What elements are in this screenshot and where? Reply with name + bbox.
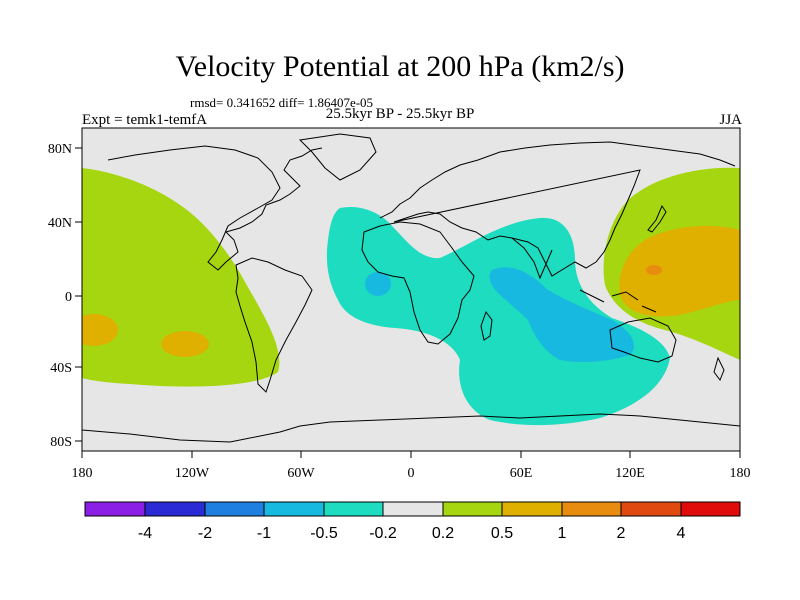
coast-new-zealand (713, 356, 725, 382)
colorbar-label: 2 (617, 525, 626, 542)
coast-australia (609, 317, 677, 363)
experiment-label: Expt = temk1-temfA (82, 112, 208, 128)
colorbar-label: -1 (257, 525, 271, 542)
contour-west-pacific-peak (646, 265, 662, 275)
coast-europe-asia (379, 141, 736, 277)
coast-africa (361, 221, 475, 345)
x-tick-label: 60E (510, 466, 533, 481)
colorbar-label: 0.2 (432, 525, 454, 542)
axis-ticks (75, 147, 741, 458)
coast-madagascar (480, 310, 493, 341)
x-tick-label: 60W (287, 466, 315, 481)
coast-india (511, 237, 553, 280)
contour-east-pacific-positive (82, 168, 280, 387)
y-tick-label: 40S (50, 361, 72, 376)
colorbar-box (382, 501, 444, 517)
colorbar-box (442, 501, 503, 517)
y-tick-label: 40N (48, 216, 72, 231)
y-tick-label: 0 (65, 290, 72, 305)
colorbar-label: 4 (677, 525, 686, 542)
plot-title: Velocity Potential at 200 hPa (km2/s) (175, 50, 625, 83)
contour-west-pacific-max (619, 225, 740, 317)
colorbar: -4 -2 -1 -0.5 -0.2 0.2 0.5 1 2 4 (84, 501, 741, 542)
contour-atlantic-min (365, 272, 391, 296)
plot-subtitle: 25.5kyr BP - 25.5kyr BP (325, 106, 475, 122)
coast-indonesia (579, 289, 657, 313)
season-label: JJA (719, 112, 742, 128)
coastlines (82, 133, 740, 443)
coast-south-america (235, 257, 313, 393)
x-tick-label: 120E (615, 466, 645, 481)
colorbar-label: -0.2 (369, 525, 397, 542)
colorbar-box (680, 501, 741, 517)
colorbar-label: 1 (558, 525, 567, 542)
colorbar-box (561, 501, 622, 517)
x-tick-label: 180 (72, 466, 93, 481)
y-tick-label: 80N (48, 142, 72, 157)
x-tick-label: 120W (175, 466, 210, 481)
colorbar-box (204, 501, 265, 517)
contour-east-pacific-max-2 (161, 331, 209, 357)
coast-greenland (298, 133, 377, 181)
coast-north-america (107, 145, 323, 271)
colorbar-label: 0.5 (491, 525, 513, 542)
coast-antarctica (82, 413, 740, 443)
colorbar-box (144, 501, 206, 517)
colorbar-box (501, 501, 563, 517)
colorbar-label: -2 (198, 525, 212, 542)
stats-line: rmsd= 0.341652 diff= 1.86407e-05 (190, 95, 374, 110)
x-tick-label: 0 (408, 466, 415, 481)
contour-east-pacific-max-1 (82, 314, 118, 346)
y-tick-label: 80S (50, 435, 72, 450)
x-tick-label: 180 (730, 466, 751, 481)
coast-japan (647, 204, 667, 233)
colorbar-box (84, 501, 146, 517)
colorbar-label: -4 (138, 525, 152, 542)
colorbar-box (620, 501, 682, 517)
contour-indian-ocean-min (489, 267, 634, 363)
contour-indian-ocean-negative (326, 206, 670, 426)
colorbar-box (263, 501, 325, 517)
contour-fills (82, 167, 740, 426)
colorbar-box (323, 501, 384, 517)
colorbar-label: -0.5 (310, 525, 338, 542)
